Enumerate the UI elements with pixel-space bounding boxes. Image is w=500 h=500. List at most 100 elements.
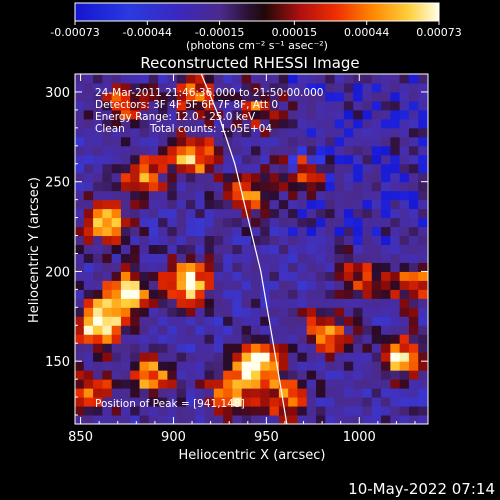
heatmap-cell [195, 378, 206, 389]
heatmap-cell [83, 405, 95, 416]
heatmap-cell [102, 369, 113, 380]
heatmap-cell [111, 82, 122, 93]
heatmap-cell [176, 199, 187, 210]
heatmap-cell [408, 378, 420, 389]
heatmap-cell [93, 396, 104, 407]
heatmap-cell [408, 396, 420, 407]
heatmap-cell [408, 100, 420, 111]
heatmap-cell [223, 154, 234, 165]
heatmap-cell [362, 181, 373, 192]
heatmap-cell [306, 414, 318, 424]
heatmap-cell [334, 297, 345, 308]
date-stamp: 10-May-2022 07:14 [348, 480, 495, 498]
heatmap-cell [343, 414, 355, 424]
heatmap-cell [83, 387, 95, 398]
heatmap-cell [232, 378, 243, 389]
heatmap-cell [139, 297, 150, 308]
heatmap-cell [102, 315, 113, 326]
heatmap-cell [399, 369, 410, 380]
heatmap-cell [269, 333, 280, 344]
heatmap-cell [251, 369, 262, 380]
heatmap-cell [102, 360, 113, 371]
heatmap-cell [120, 172, 132, 183]
heatmap-cell [353, 91, 364, 102]
heatmap-cell [83, 333, 95, 344]
heatmap-cell [195, 261, 206, 272]
heatmap-cell [232, 199, 243, 210]
annotation-energy: Energy Range: 12.0 - 25.0 keV [95, 111, 256, 123]
heatmap-cell [204, 333, 215, 344]
heatmap-cell [316, 387, 327, 398]
heatmap-cell [204, 261, 215, 272]
heatmap-cell [185, 127, 197, 138]
heatmap-cell [120, 315, 132, 326]
heatmap-cell [316, 190, 327, 201]
heatmap-cell [232, 82, 243, 93]
heatmap-cell [260, 109, 271, 120]
heatmap-cell [371, 315, 383, 326]
heatmap-cell [427, 74, 428, 84]
heatmap-cell [204, 324, 215, 335]
heatmap-cell [204, 288, 215, 299]
heatmap-cell [353, 226, 364, 237]
heatmap-cell [83, 244, 95, 254]
heatmap-cell [139, 136, 150, 147]
heatmap-cell [223, 208, 234, 219]
heatmap-cell [278, 190, 290, 201]
heatmap-cell [306, 342, 318, 353]
heatmap-cell [148, 118, 160, 129]
heatmap-cell [297, 226, 308, 237]
heatmap-cell [334, 252, 345, 263]
heatmap-cell [93, 136, 104, 147]
heatmap-cell [213, 244, 225, 254]
heatmap-cell [195, 270, 206, 281]
heatmap-cell [381, 261, 392, 272]
heatmap-cell [93, 226, 104, 237]
heatmap-cell [102, 181, 113, 192]
heatmap-cell [75, 360, 85, 371]
heatmap-cell [102, 297, 113, 308]
heatmap-cell [176, 405, 187, 416]
heatmap-cell [241, 172, 252, 183]
heatmap-cell [111, 324, 122, 335]
heatmap-cell [381, 74, 392, 75]
heatmap-cell [325, 288, 336, 299]
heatmap-cell [251, 163, 262, 174]
heatmap-cell [306, 82, 318, 93]
heatmap-cell [75, 208, 85, 219]
heatmap-cell [260, 118, 271, 129]
heatmap-cell [241, 118, 252, 129]
heatmap-cell [75, 306, 85, 317]
heatmap-cell [185, 396, 197, 407]
heatmap-cell [278, 279, 290, 290]
heatmap-cell [195, 324, 206, 335]
heatmap-cell [251, 190, 262, 201]
heatmap-cell [399, 145, 410, 156]
heatmap-cell [353, 396, 364, 407]
heatmap-cell [278, 351, 290, 362]
heatmap-cell [334, 333, 345, 344]
heatmap-cell [102, 109, 113, 120]
colorbar-tick-label: -0.00044 [123, 26, 172, 39]
heatmap-cell [399, 74, 410, 84]
heatmap-cell [148, 91, 160, 102]
heatmap-cell [334, 351, 345, 362]
heatmap-cell [371, 235, 383, 246]
heatmap-cell [306, 288, 318, 299]
heatmap-cell [251, 208, 262, 219]
heatmap-cell [213, 378, 225, 389]
heatmap-cell [260, 342, 271, 353]
heatmap-cell [306, 405, 318, 416]
heatmap-cell [278, 109, 290, 120]
heatmap-cell [418, 109, 428, 120]
heatmap-cell [278, 414, 290, 424]
heatmap-cell [390, 351, 401, 362]
heatmap-cell [306, 74, 318, 84]
heatmap-cell [130, 74, 141, 84]
heatmap-cell [288, 342, 299, 353]
heatmap-cell [223, 315, 234, 326]
heatmap-cell [353, 342, 364, 353]
heatmap-cell [316, 315, 327, 326]
heatmap-cell [278, 136, 290, 147]
heatmap-cell [185, 306, 197, 317]
